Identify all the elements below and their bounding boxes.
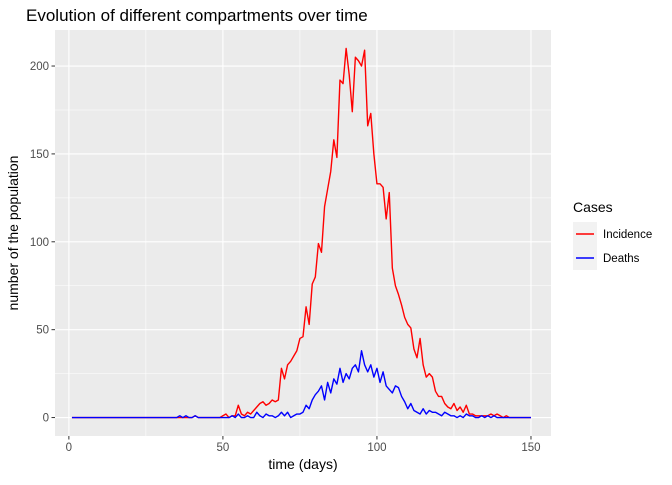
- y-tick-label: 150: [30, 149, 49, 161]
- y-axis: 0 50 100 150 200: [30, 61, 55, 425]
- legend-label-deaths: Deaths: [603, 253, 640, 265]
- x-axis-label: time (days): [268, 456, 337, 472]
- series-line-deaths: [71, 350, 531, 419]
- y-tick-label: 50: [36, 325, 49, 337]
- x-tick-label: 50: [217, 442, 230, 454]
- chart-title: Evolution of different compartments over…: [26, 6, 368, 25]
- x-tick-label: 100: [367, 442, 386, 454]
- x-axis: 0 50 100 150: [66, 436, 541, 454]
- x-tick-label: 0: [66, 442, 72, 454]
- grid-minor: [55, 30, 551, 436]
- legend-label-incidence: Incidence: [603, 229, 652, 241]
- series-lines: [71, 47, 531, 419]
- y-axis-label: number of the population: [5, 156, 21, 311]
- y-tick-label: 200: [30, 61, 49, 73]
- y-tick-label: 100: [30, 237, 49, 249]
- plot-panel: [55, 30, 551, 436]
- legend: Cases Incidence Deaths: [573, 199, 652, 270]
- legend-title: Cases: [573, 199, 613, 215]
- x-tick-label: 150: [521, 442, 540, 454]
- y-tick-label: 0: [43, 413, 49, 425]
